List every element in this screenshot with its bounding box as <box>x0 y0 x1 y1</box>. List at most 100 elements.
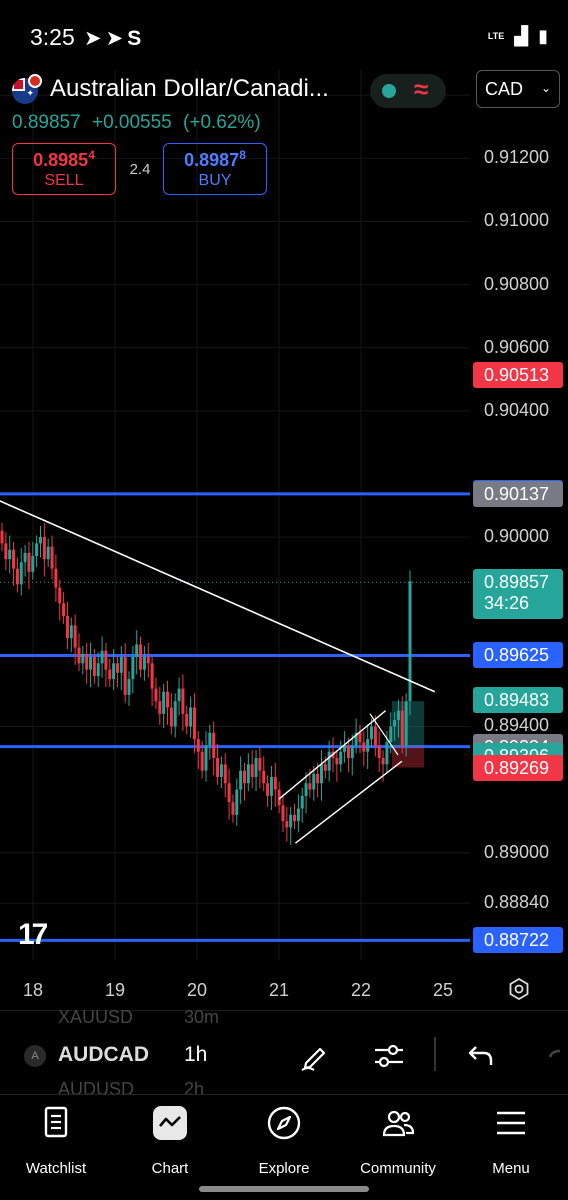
candle-body <box>150 663 154 689</box>
candle-body <box>293 814 297 822</box>
candle-body <box>281 805 285 822</box>
candle-body <box>77 647 81 664</box>
sliders-icon[interactable] <box>372 1039 406 1073</box>
prev-symbol[interactable]: XAUUSD <box>58 1007 134 1027</box>
candle-body <box>131 657 135 680</box>
time-tick: 21 <box>269 980 290 1000</box>
notification-icons: ➤➤S <box>84 26 145 51</box>
buy-label: BUY <box>198 172 232 189</box>
pencil-icon[interactable] <box>298 1039 332 1073</box>
time-tick: 18 <box>23 980 44 1000</box>
candle-body <box>12 549 16 569</box>
hamburger-icon <box>497 1111 525 1135</box>
network-type: LTE <box>487 31 505 41</box>
market-status-toggle[interactable]: ≈ <box>370 74 446 108</box>
candle-body <box>389 726 393 743</box>
nav-community[interactable]: Community <box>348 1105 448 1177</box>
candle-body <box>393 720 397 727</box>
market-open-icon <box>382 84 396 98</box>
candle-body <box>242 770 246 784</box>
channel-mark <box>369 713 399 756</box>
chart-toolbar: XAUUSD 30m A AUDCAD 1h AUDUSD 2h <box>0 1007 568 1099</box>
candle-body <box>354 732 358 746</box>
candle-body <box>404 701 408 746</box>
candle-body <box>42 537 46 560</box>
nav-menu[interactable]: Menu <box>461 1105 561 1177</box>
candle-body <box>58 587 62 604</box>
candle-body <box>38 537 42 544</box>
undo-icon[interactable] <box>464 1039 498 1073</box>
candle-body <box>323 764 327 771</box>
nav-watchlist[interactable]: Watchlist <box>6 1105 106 1177</box>
candle-body <box>266 783 270 796</box>
symbol-title[interactable]: Australian Dollar/Canadi... <box>50 75 329 102</box>
battery-charging-icon: ▮ <box>538 26 548 46</box>
candle-body <box>142 657 146 670</box>
chart-canvas[interactable] <box>0 70 568 960</box>
candle-body <box>408 581 412 702</box>
candle-body <box>370 726 374 740</box>
candle-body <box>19 562 23 585</box>
price-tick: 0.89400 <box>484 715 550 736</box>
candle-body <box>119 657 123 673</box>
channel-upper-line <box>278 710 387 800</box>
home-indicator[interactable] <box>199 1186 369 1192</box>
price-tag: 0.89269 <box>473 754 563 781</box>
candle-body <box>377 745 381 759</box>
time-axis[interactable]: 18 19 20 21 22 25 <box>0 975 568 1005</box>
candle-body <box>69 625 73 639</box>
candle-body <box>196 739 200 752</box>
candle-body <box>304 783 308 796</box>
system-icons: LTE ▟ ▮ <box>488 26 548 47</box>
price-tag-value: 0.89625 <box>484 645 550 666</box>
candle-body <box>300 795 304 809</box>
buy-button[interactable]: 0.89878 BUY <box>163 143 267 195</box>
currency-value: CAD <box>485 79 524 99</box>
nav-explore[interactable]: Explore <box>234 1105 334 1177</box>
wave-icon: ≈ <box>414 74 429 104</box>
channel-lower-line <box>294 760 403 844</box>
gear-icon[interactable] <box>507 977 531 1001</box>
candle-body <box>181 688 185 714</box>
buy-price: 0.8987 <box>184 150 240 170</box>
candle-body <box>316 773 320 784</box>
candle-body <box>289 814 293 828</box>
price-chart[interactable]: 0.914000.912000.910000.908000.906000.904… <box>0 70 568 960</box>
prev-interval[interactable]: 30m <box>184 1007 220 1027</box>
telegram-icon: ➤ <box>105 27 128 50</box>
candle-body <box>135 644 139 658</box>
candle-body <box>166 691 170 708</box>
interval-picker[interactable]: 1h <box>184 1043 208 1066</box>
candle-countdown: 34:26 <box>484 593 530 614</box>
compass-icon <box>267 1106 301 1140</box>
candle-body <box>250 764 254 777</box>
sell-button[interactable]: 0.89854 SELL <box>12 143 116 195</box>
candle-body <box>362 742 366 752</box>
toolbar-divider <box>434 1037 436 1071</box>
candle-body <box>296 808 300 822</box>
nav-chart[interactable]: Chart <box>120 1105 220 1177</box>
price-tick: 0.91000 <box>484 210 550 231</box>
candle-body <box>96 663 100 676</box>
candle-body <box>319 764 323 784</box>
candle-body <box>216 758 220 777</box>
candle-body <box>204 745 208 771</box>
app-s-icon: S <box>127 27 146 50</box>
candle-body <box>385 742 389 765</box>
price-tag: 0.89483 <box>473 687 563 714</box>
candle-body <box>158 701 162 714</box>
candle-body <box>189 707 193 727</box>
redo-icon[interactable] <box>536 1039 568 1073</box>
price-tick: 0.90400 <box>484 399 550 420</box>
candle-body <box>400 710 404 746</box>
symbol-picker[interactable]: AUDCAD <box>58 1043 149 1066</box>
signal-icon: ▟ <box>514 26 529 46</box>
candle-body <box>177 688 181 702</box>
symbol-badge: A <box>24 1045 46 1067</box>
candle-body <box>50 546 54 569</box>
candle-body <box>343 745 347 752</box>
candle-body <box>396 710 400 721</box>
candle-body <box>85 653 89 670</box>
currency-select[interactable]: CAD ⌄ <box>476 70 560 108</box>
nav-label: Menu <box>492 1160 530 1177</box>
